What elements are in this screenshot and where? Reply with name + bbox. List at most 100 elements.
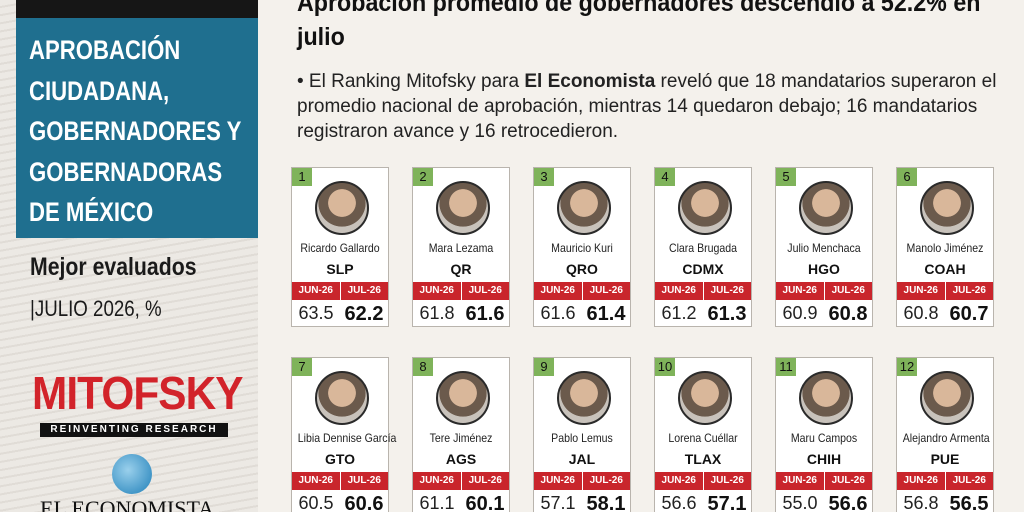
approval-jul: 60.1 bbox=[465, 493, 505, 512]
source-icon bbox=[112, 454, 152, 494]
period-label: JUN-26 bbox=[903, 285, 938, 296]
approval-values: 61.1 60.1 bbox=[413, 493, 509, 512]
state-code: CDMX bbox=[682, 261, 724, 277]
sidebar: APROBACIÓN CIUDADANA, GOBERNADORES Y GOB… bbox=[0, 0, 258, 512]
approval-values: 61.2 61.3 bbox=[655, 303, 751, 326]
period-header: JUN-26 JUL-26 bbox=[776, 472, 872, 490]
approval-jul: 57.1 bbox=[707, 493, 747, 512]
period-label: JUN-26 bbox=[298, 475, 333, 486]
state-code: TLAX bbox=[684, 451, 722, 467]
portrait bbox=[557, 371, 611, 425]
approval-jul: 56.6 bbox=[828, 493, 868, 512]
period-header: JUN-26 JUL-26 bbox=[897, 282, 993, 300]
governor-name: Alejandro Armenta bbox=[902, 431, 990, 445]
portrait bbox=[315, 181, 369, 235]
period-header: JUN-26 JUL-26 bbox=[655, 472, 751, 490]
lead-text: reveló que 18 mandatarios superaron el p… bbox=[297, 71, 997, 142]
portrait bbox=[436, 181, 490, 235]
approval-values: 56.8 56.5 bbox=[897, 493, 993, 512]
top-bar bbox=[16, 0, 258, 18]
governor-card: 6 Manolo Jiménez COAH JUN-26 JUL-26 60.8 60.7 bbox=[896, 167, 994, 327]
rank-badge: 12 bbox=[897, 358, 917, 376]
governor-name: Maru Campos bbox=[790, 431, 858, 445]
rank-badge: 5 bbox=[776, 168, 796, 186]
rank-badge: 9 bbox=[534, 358, 554, 376]
period-label: JUL-26 bbox=[581, 282, 631, 300]
approval-jun: 56.6 bbox=[661, 493, 697, 512]
portrait bbox=[799, 181, 853, 235]
lead-brand: El Economista bbox=[524, 71, 656, 92]
approval-values: 63.5 62.2 bbox=[292, 303, 388, 326]
approval-jun: 56.8 bbox=[903, 493, 939, 512]
period-label: JUL-26 bbox=[339, 282, 389, 300]
approval-jul: 58.1 bbox=[586, 493, 626, 512]
period-label: JUN-26 bbox=[419, 475, 454, 486]
rank-badge: 7 bbox=[292, 358, 312, 376]
period-label: JUL-26 bbox=[823, 282, 873, 300]
rank-badge: 4 bbox=[655, 168, 675, 186]
period-label: JUN-26 bbox=[540, 285, 575, 296]
approval-values: 57.1 58.1 bbox=[534, 493, 630, 512]
lead-paragraph: • El Ranking Mitofsky para El Economista… bbox=[297, 69, 997, 144]
approval-jun: 60.9 bbox=[782, 303, 818, 323]
state-code: SLP bbox=[326, 261, 354, 277]
governor-name: Mauricio Kuri bbox=[551, 241, 613, 255]
headline: Aprobación promedio de gobernadores desc… bbox=[297, 0, 981, 51]
approval-jun: 63.5 bbox=[298, 303, 334, 323]
approval-jun: 60.5 bbox=[298, 493, 334, 512]
rank-badge: 10 bbox=[655, 358, 675, 376]
portrait bbox=[557, 181, 611, 235]
period-label: JUN-26 bbox=[540, 475, 575, 486]
governor-card: 8 Tere Jiménez AGS JUN-26 JUL-26 61.1 60.1 bbox=[412, 357, 510, 512]
governor-card: 11 Maru Campos CHIH JUN-26 JUL-26 55.0 56.6 bbox=[775, 357, 873, 512]
period-label: JUN-26 bbox=[782, 285, 817, 296]
governor-card: 10 Lorena Cuéllar TLAX JUN-26 JUL-26 56.6 57.1 bbox=[654, 357, 752, 512]
governor-card: 3 Mauricio Kuri QRO JUN-26 JUL-26 61.6 61.4 bbox=[533, 167, 631, 327]
period-header: JUN-26 JUL-26 bbox=[292, 472, 388, 490]
rank-badge: 2 bbox=[413, 168, 433, 186]
period-label: JUL-26 bbox=[823, 472, 873, 490]
approval-jul: 61.6 bbox=[465, 303, 505, 325]
governor-name: Clara Brugada bbox=[668, 241, 738, 255]
governor-name: Lorena Cuéllar bbox=[668, 431, 738, 445]
approval-jul: 60.8 bbox=[828, 303, 868, 325]
approval-jun: 61.1 bbox=[419, 493, 455, 512]
governor-card: 9 Pablo Lemus JAL JUN-26 JUL-26 57.1 58.1 bbox=[533, 357, 631, 512]
rank-badge: 1 bbox=[292, 168, 312, 186]
governor-card: 7 Libia Dennise García GTO JUN-26 JUL-26 60.5… bbox=[291, 357, 397, 512]
state-code: HGO bbox=[808, 261, 840, 277]
rank-badge: 6 bbox=[897, 168, 917, 186]
period-header: JUN-26 JUL-26 bbox=[534, 282, 630, 300]
period-label: JUL-26 bbox=[702, 282, 752, 300]
period-label: JUL-26 bbox=[460, 472, 510, 490]
approval-values: 55.0 56.6 bbox=[776, 493, 872, 512]
sidebar-period: |JULIO 2026, % bbox=[30, 296, 162, 321]
period-label: JUN-26 bbox=[661, 475, 696, 486]
period-header: JUN-26 JUL-26 bbox=[897, 472, 993, 490]
state-code: QRO bbox=[566, 261, 598, 277]
approval-jun: 61.6 bbox=[540, 303, 576, 323]
period-label: JUL-26 bbox=[339, 472, 389, 490]
governor-card: 12 Alejandro Armenta PUE JUN-26 JUL-26 56.8 56… bbox=[896, 357, 994, 512]
approval-values: 61.8 61.6 bbox=[413, 303, 509, 326]
period-label: JUN-26 bbox=[782, 475, 817, 486]
approval-jun: 60.8 bbox=[903, 303, 939, 323]
period-header: JUN-26 JUL-26 bbox=[413, 282, 509, 300]
governor-name: Libia Dennise García bbox=[297, 431, 397, 445]
period-header: JUN-26 JUL-26 bbox=[534, 472, 630, 490]
governor-name: Ricardo Gallardo bbox=[300, 241, 380, 255]
period-header: JUN-26 JUL-26 bbox=[292, 282, 388, 300]
approval-jul: 60.7 bbox=[949, 303, 989, 325]
governor-card: 4 Clara Brugada CDMX JUN-26 JUL-26 61.2 61.3 bbox=[654, 167, 752, 327]
governor-name: Manolo Jiménez bbox=[906, 241, 984, 255]
period-label: JUN-26 bbox=[661, 285, 696, 296]
approval-values: 60.8 60.7 bbox=[897, 303, 993, 326]
state-code: QR bbox=[450, 261, 472, 277]
period-label: JUN-26 bbox=[298, 285, 333, 296]
approval-values: 61.6 61.4 bbox=[534, 303, 630, 326]
state-code: GTO bbox=[324, 451, 356, 467]
approval-jul: 61.4 bbox=[586, 303, 626, 325]
period-header: JUN-26 JUL-26 bbox=[776, 282, 872, 300]
sidebar-title: APROBACIÓN CIUDADANA, GOBERNADORES Y GOB… bbox=[29, 35, 242, 227]
